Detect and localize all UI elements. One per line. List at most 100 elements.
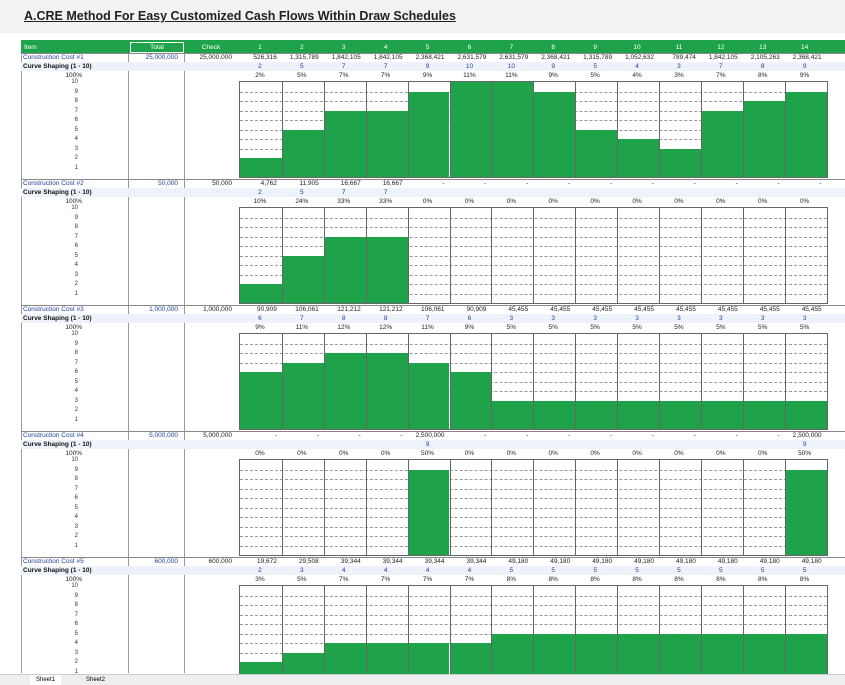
shaping-input[interactable]: 7 [719, 63, 723, 70]
shaping-input[interactable]: 7 [300, 315, 304, 322]
shaping-input[interactable]: 3 [509, 315, 514, 322]
shaping-input[interactable]: 8 [341, 315, 346, 322]
shaping-input[interactable]: 7 [383, 189, 388, 196]
amount-cell: 789,474 [672, 54, 696, 61]
shaping-input[interactable]: 5 [509, 567, 514, 574]
scale-label: 1 [74, 164, 78, 171]
shaping-input[interactable]: 9 [425, 441, 430, 448]
scale-label: 1 [74, 416, 78, 423]
section-check: 5,000,000 [203, 432, 232, 439]
grid-col [617, 586, 619, 681]
shaping-input[interactable]: 3 [635, 315, 639, 322]
tab-sheet2[interactable]: Sheet2 [86, 677, 106, 683]
shaping-input[interactable]: 6 [258, 315, 262, 322]
scale-label: 8 [74, 98, 78, 104]
shaping-label: Curve Shaping (1 - 10) [23, 189, 92, 196]
shaping-input[interactable]: 2 [258, 63, 262, 70]
scale-label: 2 [74, 407, 78, 413]
shaping-input[interactable]: 3 [719, 315, 723, 322]
shaping-input[interactable]: 5 [635, 567, 639, 574]
grid-col [533, 334, 535, 429]
curve-bar [240, 372, 282, 429]
shaping-input[interactable]: 4 [467, 567, 472, 574]
shaping-input[interactable]: 3 [300, 567, 304, 574]
shaping-input[interactable]: 2 [258, 189, 262, 196]
shaping-input[interactable]: 9 [802, 441, 807, 448]
grid-col [491, 82, 493, 177]
grid-col [365, 334, 367, 429]
row-separator [21, 53, 845, 54]
scale-label: 8 [74, 602, 78, 608]
shaping-input[interactable]: 10 [507, 63, 515, 70]
shaping-input[interactable]: 2 [258, 567, 262, 574]
grid-col [407, 334, 409, 429]
shaping-input[interactable]: 4 [341, 567, 346, 574]
shaping-input[interactable]: 5 [760, 567, 765, 574]
grid-col [659, 586, 660, 681]
header-period: 2 [300, 44, 304, 51]
shaping-input[interactable]: 7 [383, 63, 388, 70]
shaping-input[interactable]: 8 [383, 315, 388, 322]
shaping-input[interactable]: 7 [341, 63, 346, 70]
scale-label: 4 [74, 514, 78, 520]
shaping-input[interactable]: 5 [802, 567, 807, 574]
amount-cell: 1,842,105 [708, 54, 738, 61]
shaping-input[interactable]: 4 [425, 567, 430, 574]
curve-bar [407, 91, 450, 177]
amount-cell: 2,368,421 [792, 54, 822, 61]
shaping-input[interactable]: 7 [341, 189, 346, 196]
amount-cell: - [400, 432, 403, 439]
amount-cell: - [274, 432, 277, 439]
shaping-input[interactable]: 8 [760, 63, 765, 70]
shaping-input[interactable]: 3 [677, 315, 681, 322]
shaping-input[interactable]: 9 [551, 63, 556, 70]
scale-label: 4 [74, 640, 78, 646]
shaping-input[interactable]: 5 [719, 567, 723, 574]
grid-col [323, 208, 325, 303]
tab-sheet1[interactable]: Sheet1 [30, 675, 62, 685]
header-period: 6 [467, 44, 472, 51]
pct-cell: 8% [758, 72, 768, 79]
shaping-input[interactable]: 10 [465, 63, 474, 70]
grid-col [575, 82, 577, 177]
amount-cell: 16,667 [340, 180, 361, 187]
shaping-input[interactable]: 5 [593, 567, 597, 574]
shaping-input[interactable]: 5 [300, 63, 304, 70]
shaping-input[interactable]: 3 [802, 315, 807, 322]
amount-cell: 39,344 [382, 558, 403, 565]
shaping-input[interactable]: 9 [425, 63, 430, 70]
pct-cell: 7% [380, 72, 391, 79]
grid-col [742, 460, 744, 555]
section-name: Construction Cost #5 [23, 558, 84, 565]
amount-cell: 121,212 [379, 306, 403, 313]
shaping-input[interactable]: 5 [593, 63, 597, 70]
shaping-input[interactable]: 3 [760, 315, 765, 322]
shaping-input[interactable]: 4 [635, 63, 639, 70]
header-total[interactable]: Total [130, 42, 184, 53]
shaping-input[interactable]: 7 [425, 315, 430, 322]
shaping-input[interactable]: 5 [300, 189, 304, 196]
curve-bar [742, 101, 785, 177]
pct-cell: 0% [380, 450, 391, 457]
header-period: 7 [509, 44, 514, 51]
shaping-input[interactable]: 3 [593, 315, 597, 322]
curve-bar [700, 400, 743, 429]
shaping-input[interactable]: 3 [551, 315, 556, 322]
shaping-input[interactable]: 4 [383, 567, 388, 574]
row-separator [21, 305, 845, 306]
grid-col [533, 82, 535, 177]
pct-cell: 3% [674, 72, 684, 79]
pct-cell: 5% [590, 72, 600, 79]
shaping-input[interactable]: 3 [677, 63, 681, 70]
grid-col [700, 334, 702, 429]
shaping-input[interactable]: 9 [802, 63, 807, 70]
pct-cell: 24% [295, 198, 309, 205]
grid-col [659, 334, 660, 429]
shaping-input[interactable]: 6 [467, 315, 472, 322]
shaping-input[interactable]: 5 [551, 567, 556, 574]
section-check: 600,000 [208, 558, 233, 565]
grid-col [491, 460, 493, 555]
curve-bar [659, 400, 701, 429]
scale-label: 6 [74, 495, 78, 501]
shaping-input[interactable]: 5 [677, 567, 681, 574]
